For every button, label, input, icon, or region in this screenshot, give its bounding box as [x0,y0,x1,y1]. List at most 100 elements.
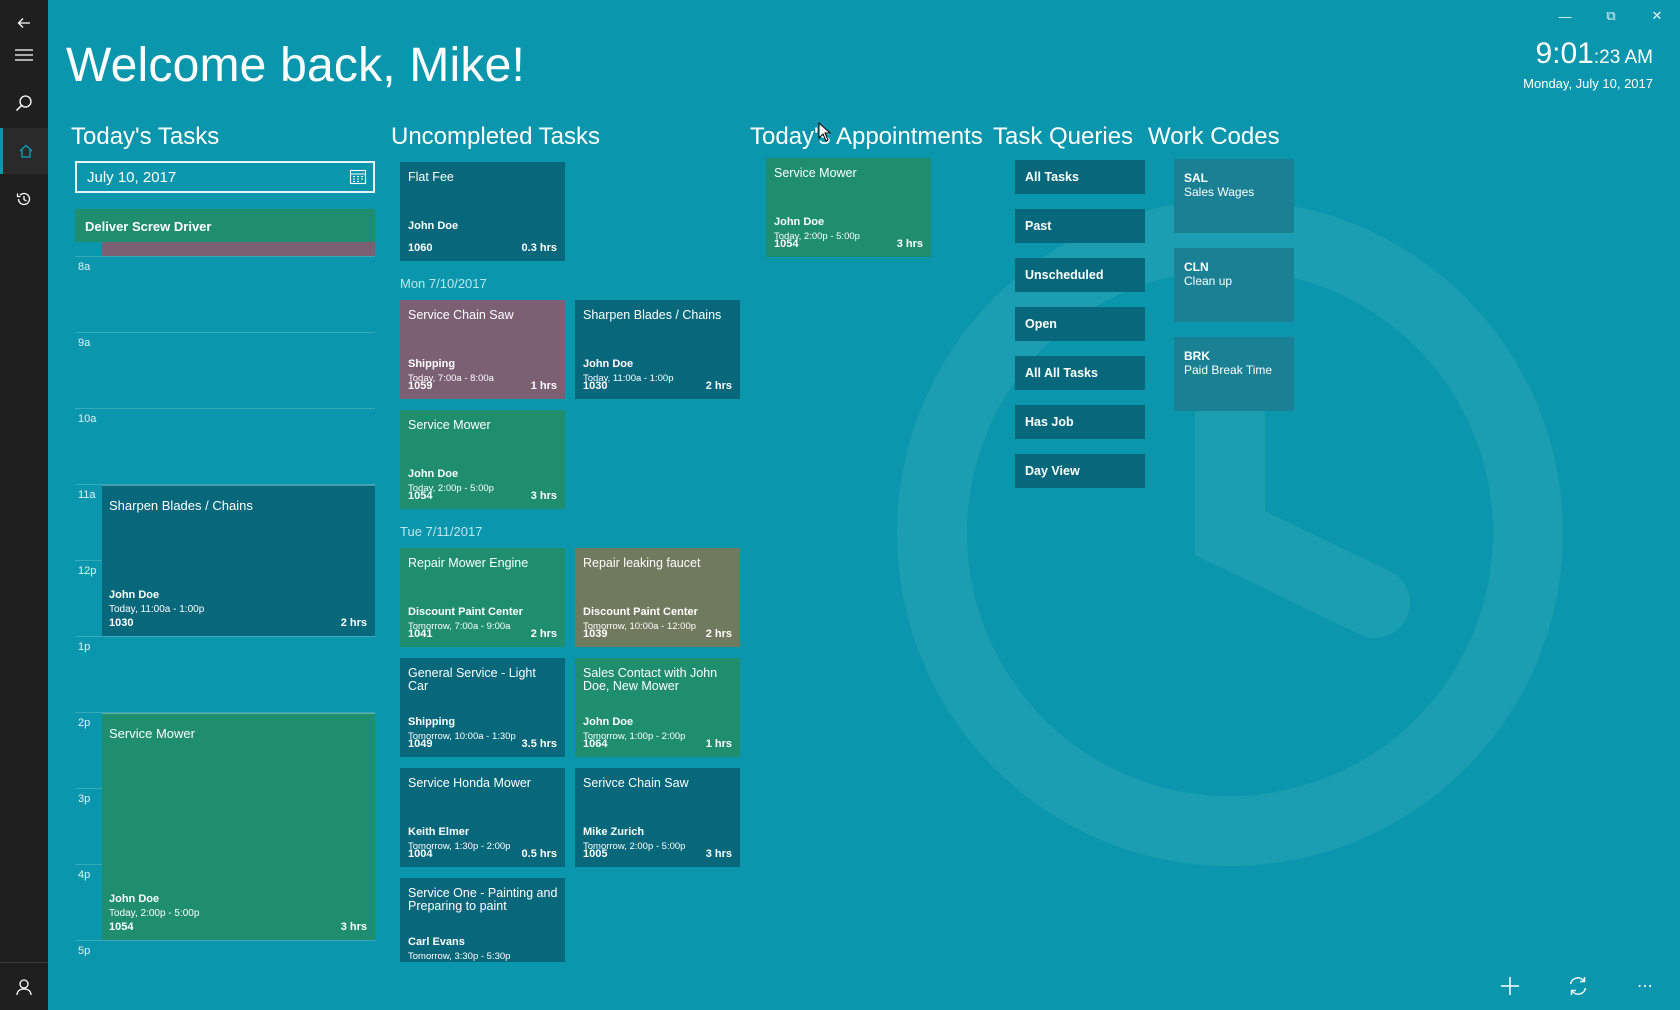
work-code-desc: Clean up [1184,274,1233,288]
task-title: General Service - Light Car [408,666,536,693]
task-tile[interactable]: Flat Fee John Doe 1060 0.3 hrs [400,162,565,261]
task-title: Service Mower [408,418,491,432]
appointment-person: John Doe [774,216,825,228]
task-person: John Doe [408,220,459,232]
refresh-icon [1569,977,1587,995]
task-title: Service One - Painting and Preparing to … [408,886,558,913]
query-has-job-button[interactable]: Has Job [1015,405,1145,439]
event-time: Today, 2:00p - 5:00p [109,908,200,919]
menu-button[interactable] [0,32,48,78]
task-person: John Doe [408,468,459,480]
work-code-tile[interactable]: SAL Sales Wages [1174,159,1294,233]
task-hours: 3.5 hrs [521,738,557,750]
work-code: SAL [1184,171,1208,185]
mouse-cursor-icon [818,122,832,142]
query-past-button[interactable]: Past [1015,209,1145,243]
work-code-tile[interactable]: CLN Clean up [1174,248,1294,322]
clock-seconds: :23 AM [1593,47,1653,68]
hour-label: 12p [78,565,97,577]
refresh-button[interactable] [1544,962,1612,1010]
nav-rail [0,0,48,1010]
day-header: Mon 7/10/2017 [400,276,487,291]
task-title: Repair leaking faucet [583,556,701,570]
task-title: Serivce Chain Saw [583,776,689,790]
task-tile[interactable]: Repair leaking faucet Discount Paint Cen… [575,548,740,647]
query-all-tasks-button[interactable]: All Tasks [1015,160,1145,194]
task-person: John Doe [583,358,634,370]
history-icon [16,192,31,206]
event-person: John Doe [109,893,160,905]
window-controls: — ⧉ ✕ [1542,4,1680,28]
add-button[interactable] [1476,962,1544,1010]
task-title: Repair Mower Engine [408,556,529,570]
task-tile[interactable]: Sales Contact with John Doe, New Mower J… [575,658,740,757]
task-tile[interactable]: Service Honda Mower Keith Elmer Tomorrow… [400,768,565,867]
work-code-desc: Paid Break Time [1184,363,1273,377]
task-tile[interactable]: Sharpen Blades / Chains John Doe Today, … [575,300,740,399]
day-header: Tue 7/11/2017 [400,524,483,539]
task-tile[interactable]: Service One - Painting and Preparing to … [400,878,565,962]
task-time: Today, 7:00a - 8:00a [408,373,494,384]
close-button[interactable]: ✕ [1634,4,1680,28]
date-picker[interactable]: July 10, 2017 [75,161,375,193]
task-hours: 3 hrs [530,490,557,502]
account-button[interactable] [0,962,48,1010]
day-timeline[interactable]: 8a 9a 10a 11a 12p 1p 2p 3p 4p 5p Sharpen… [75,256,375,956]
hour-row: 1p [75,636,375,712]
timeline-event[interactable]: Sharpen Blades / Chains John Doe Today, … [102,485,375,636]
home-icon [19,144,32,158]
restore-button[interactable]: ⧉ [1588,4,1634,28]
task-hours: 0.5 hrs [521,848,557,860]
event-hours: 3 hrs [340,921,367,933]
home-button[interactable] [0,128,48,174]
work-code-tile[interactable]: BRK Paid Break Time [1174,337,1294,411]
add-icon [1501,977,1519,995]
event-title: Sharpen Blades / Chains [109,498,253,513]
search-icon [15,95,32,112]
hour-label: 5p [78,945,91,956]
hour-label: 2p [78,717,91,729]
task-number: 1059 [408,380,433,392]
work-codes-title: Work Codes [1148,123,1280,150]
event-person: John Doe [109,589,160,601]
hour-label: 10a [78,413,97,425]
minimize-button[interactable]: — [1542,4,1588,28]
task-person: Discount Paint Center [408,606,523,618]
appointment-tile[interactable]: Service Mower John Doe Today, 2:00p - 5:… [766,158,931,257]
task-person: Keith Elmer [408,826,470,838]
task-time: Tomorrow, 2:00p - 5:00p [583,841,686,852]
task-hours: 3 hrs [705,848,732,860]
query-day-view-button[interactable]: Day View [1015,454,1145,488]
allday-event[interactable]: Deliver Screw Driver [75,209,375,242]
event-hours: 2 hrs [340,617,367,629]
history-button[interactable] [0,176,48,222]
uncompleted-tasks-title: Uncompleted Tasks [391,123,600,150]
task-tile[interactable]: Service Chain Saw Shipping Today, 7:00a … [400,300,565,399]
task-tile[interactable]: Repair Mower Engine Discount Paint Cente… [400,548,565,647]
calendar-icon[interactable] [349,168,367,186]
query-open-button[interactable]: Open [1015,307,1145,341]
search-button[interactable] [0,80,48,126]
more-button[interactable]: ⋯ [1612,962,1680,1010]
task-person: Discount Paint Center [583,606,698,618]
task-time: Tomorrow, 10:00a - 1:30p [408,731,516,742]
hour-label: 1p [78,641,91,653]
clock-date: Monday, July 10, 2017 [1523,76,1653,91]
task-tile[interactable]: General Service - Light Car Shipping Tom… [400,658,565,757]
hour-row: 2p [75,712,375,788]
back-button[interactable] [0,0,48,46]
work-code: CLN [1184,260,1209,274]
task-number: 1060 [408,242,433,254]
query-unscheduled-button[interactable]: Unscheduled [1015,258,1145,292]
query-all-all-tasks-button[interactable]: All All Tasks [1015,356,1145,390]
hour-label: 9a [78,337,91,349]
todays-tasks-title: Today's Tasks [71,123,220,150]
person-icon [16,978,32,995]
task-tile[interactable]: Service Mower John Doe Today, 2:00p - 5:… [400,410,565,509]
task-person: Shipping [408,716,456,728]
timeline-event[interactable]: Service Mower John Doe Today, 2:00p - 5:… [102,713,375,940]
close-icon: ✕ [1651,8,1663,23]
task-time: Tomorrow, 7:00a - 9:00a [408,621,511,632]
clock: 9:01:23 AM Monday, July 10, 2017 [1523,38,1653,92]
task-tile[interactable]: Serivce Chain Saw Mike Zurich Tomorrow, … [575,768,740,867]
